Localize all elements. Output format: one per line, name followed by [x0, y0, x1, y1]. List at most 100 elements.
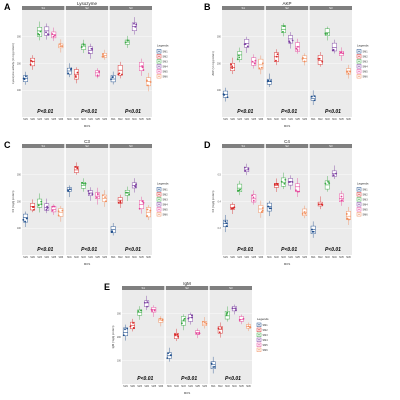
data-point — [176, 333, 179, 336]
x-tick-label: SM5 — [251, 257, 256, 259]
legend-label: SM6 — [163, 75, 169, 78]
data-point — [137, 310, 140, 313]
data-point — [349, 70, 351, 73]
data-point — [146, 208, 149, 211]
x-tick-label: SM6 — [302, 119, 307, 121]
data-point — [121, 73, 123, 76]
data-point — [297, 190, 300, 193]
p-value-annotation: P<0.01 — [81, 109, 97, 115]
data-point — [39, 30, 42, 33]
x-tick-label: SM1 — [67, 119, 72, 121]
data-point — [135, 23, 138, 26]
box — [251, 57, 257, 66]
legend-dot — [158, 65, 160, 68]
facet-strip-label: S3 — [329, 6, 333, 10]
data-point — [96, 196, 98, 199]
legend-label: SM5 — [163, 208, 169, 211]
facet-strip-label: S1 — [241, 6, 245, 10]
facet-strip-label: S3 — [129, 6, 133, 10]
data-point — [87, 190, 90, 192]
data-point — [324, 182, 327, 185]
data-point — [53, 34, 56, 37]
x-axis-title: MOS — [184, 391, 191, 395]
x-tick-label: SM2 — [74, 119, 79, 121]
data-point — [153, 309, 156, 312]
data-point — [304, 212, 307, 215]
legend-label: SM5 — [363, 208, 369, 211]
y-tick-label: 300 — [17, 37, 22, 39]
facet-strip-label: S3 — [329, 144, 333, 148]
data-point — [67, 189, 70, 192]
x-tick-label: SM4 — [44, 257, 49, 259]
y-tick-label: 0.4 — [218, 201, 222, 203]
data-point — [57, 210, 60, 213]
data-point — [141, 66, 144, 69]
data-point — [226, 96, 229, 99]
data-point — [80, 46, 83, 49]
data-point — [223, 94, 226, 96]
facet-strip-label: S3 — [229, 286, 233, 290]
data-point — [104, 200, 107, 203]
data-point — [190, 314, 193, 317]
p-value-annotation: P<0.01 — [281, 109, 297, 115]
facet-strip-label: S1 — [41, 6, 45, 10]
panel-title: Lysozyme — [77, 1, 98, 6]
data-point — [149, 209, 152, 212]
data-point — [61, 209, 64, 212]
data-point — [258, 67, 261, 70]
data-point — [70, 67, 73, 70]
p-value-annotation: P<0.01 — [181, 376, 197, 382]
x-tick-label: SM5 — [139, 119, 144, 121]
data-point — [217, 327, 220, 330]
x-tick-label: SM5 — [295, 257, 300, 259]
facet-strip — [265, 6, 309, 10]
data-point — [347, 72, 350, 75]
data-point — [74, 166, 77, 168]
data-point — [151, 310, 154, 312]
data-point — [204, 321, 206, 324]
data-point — [46, 207, 49, 209]
legend-label: SM2 — [363, 55, 369, 58]
facet-strip — [222, 6, 265, 10]
x-tick-label: SM2 — [218, 386, 223, 388]
legend-dot — [358, 70, 360, 73]
legend-label: SM1 — [163, 50, 169, 53]
data-point — [233, 206, 236, 209]
box — [210, 361, 216, 369]
data-point — [198, 332, 201, 335]
x-tick-label: SM1 — [267, 257, 272, 259]
data-point — [111, 230, 114, 233]
data-point — [40, 200, 43, 203]
data-point — [76, 166, 79, 169]
x-tick-label: SM6 — [146, 119, 151, 121]
data-point — [282, 25, 285, 28]
data-point — [76, 71, 79, 74]
data-point — [283, 25, 286, 28]
data-point — [51, 209, 54, 212]
data-point — [142, 69, 145, 71]
data-point — [45, 31, 47, 34]
facet-strip-label: S3 — [129, 144, 133, 148]
legend-dot — [358, 65, 360, 68]
x-tick-label: SM2 — [30, 119, 35, 121]
data-point — [303, 60, 306, 63]
y-tick-label: 100 — [117, 360, 122, 362]
facet-strip — [309, 144, 352, 148]
box — [37, 198, 43, 208]
x-tick-label: SM4 — [244, 119, 249, 121]
legend-title: Legends — [357, 44, 369, 48]
data-point — [247, 167, 250, 170]
data-point — [142, 201, 145, 204]
x-tick-label: SM1 — [223, 119, 228, 121]
y-tick-label: 100 — [217, 90, 222, 92]
facet-strip — [222, 144, 265, 148]
data-point — [183, 317, 186, 320]
data-point — [346, 70, 349, 73]
data-point — [282, 30, 284, 33]
data-point — [231, 307, 234, 310]
legend-label: SM6 — [163, 213, 169, 216]
facet-strip — [65, 6, 109, 10]
x-tick-label: SM4 — [132, 257, 137, 259]
